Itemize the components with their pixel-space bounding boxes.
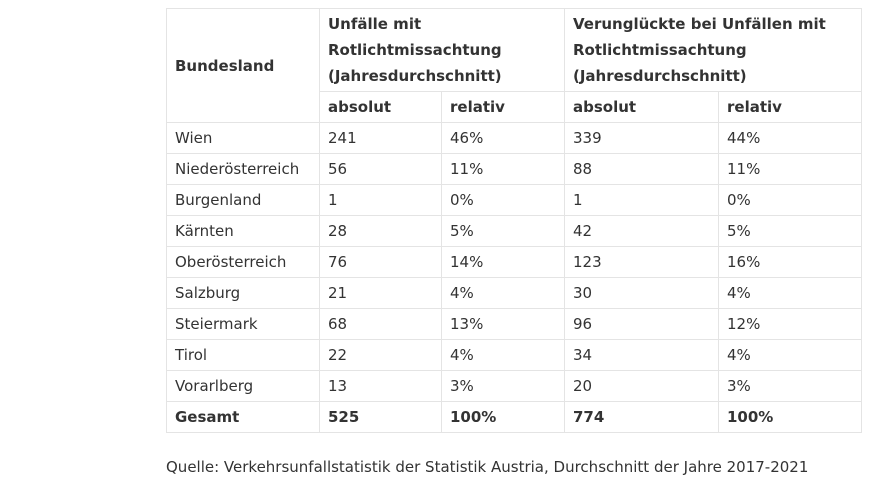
data-row: Burgenland 1 0% 1 0%: [166, 184, 862, 216]
value-cell: 42: [564, 215, 719, 247]
data-table: Bundesland Unfälle mit Rotlichtmissachtung…: [166, 8, 862, 433]
data-row: Vorarlberg 13 3% 20 3%: [166, 370, 862, 402]
data-row: Tirol 22 4% 34 4%: [166, 339, 862, 371]
value-cell: 5%: [441, 215, 565, 247]
value-cell: 34: [564, 339, 719, 371]
region-cell: Vorarlberg: [166, 370, 320, 402]
region-cell: Oberösterreich: [166, 246, 320, 278]
value-cell: 339: [564, 122, 719, 154]
total-cell: 100%: [441, 401, 565, 433]
group-header: Verunglückte bei Unfällen mit Rotlichtmis…: [564, 8, 862, 92]
data-row: Steiermark 68 13% 96 12%: [166, 308, 862, 340]
data-row: Niederösterreich 56 11% 88 11%: [166, 153, 862, 185]
value-cell: 4%: [718, 277, 862, 309]
value-cell: 241: [319, 122, 442, 154]
data-row: Wien 241 46% 339 44%: [166, 122, 862, 154]
value-cell: 4%: [441, 339, 565, 371]
subheader-cell: absolut: [564, 91, 719, 123]
value-cell: 11%: [441, 153, 565, 185]
value-cell: 3%: [441, 370, 565, 402]
value-cell: 20: [564, 370, 719, 402]
group-title-line: Rotlichtmissachtung: [573, 41, 747, 59]
value-cell: 56: [319, 153, 442, 185]
region-cell: Burgenland: [166, 184, 320, 216]
total-cell: 100%: [718, 401, 862, 433]
region-cell: Kärnten: [166, 215, 320, 247]
value-cell: 0%: [718, 184, 862, 216]
value-cell: 76: [319, 246, 442, 278]
group-header: Unfälle mit Rotlichtmissachtung (Jahresdur…: [319, 8, 565, 92]
total-cell: Gesamt: [166, 401, 320, 433]
value-cell: 30: [564, 277, 719, 309]
value-cell: 13: [319, 370, 442, 402]
value-cell: 16%: [718, 246, 862, 278]
region-cell: Wien: [166, 122, 320, 154]
data-row: Kärnten 28 5% 42 5%: [166, 215, 862, 247]
value-cell: 13%: [441, 308, 565, 340]
group-title-line: Unfälle mit: [328, 15, 422, 33]
value-cell: 0%: [441, 184, 565, 216]
region-cell: Niederösterreich: [166, 153, 320, 185]
value-cell: 4%: [718, 339, 862, 371]
data-row: Salzburg 21 4% 30 4%: [166, 277, 862, 309]
value-cell: 46%: [441, 122, 565, 154]
value-cell: 28: [319, 215, 442, 247]
total-cell: 525: [319, 401, 442, 433]
header-row: Bundesland Unfälle mit Rotlichtmissachtung…: [166, 8, 862, 123]
subheader-cell: absolut: [319, 91, 442, 123]
value-cell: 11%: [718, 153, 862, 185]
value-cell: 96: [564, 308, 719, 340]
group-title-line: Verunglückte bei Unfällen mit: [573, 15, 826, 33]
source-note: Quelle: Verkehrsunfallstatistik der Stat…: [166, 458, 809, 476]
region-cell: Steiermark: [166, 308, 320, 340]
group-title-line: (Jahresdurchschnitt): [328, 67, 502, 85]
value-cell: 44%: [718, 122, 862, 154]
header-cell: Bundesland: [166, 8, 320, 123]
value-cell: 88: [564, 153, 719, 185]
total-row: Gesamt 525 100% 774 100%: [166, 401, 862, 433]
subheader-cell: relativ: [718, 91, 862, 123]
value-cell: 4%: [441, 277, 565, 309]
value-cell: 1: [564, 184, 719, 216]
value-cell: 68: [319, 308, 442, 340]
value-cell: 21: [319, 277, 442, 309]
subheader-row: absolut relativ absolut relativ: [167, 91, 862, 123]
total-cell: 774: [564, 401, 719, 433]
group-title-line: (Jahresdurchschnitt): [573, 67, 747, 85]
region-cell: Tirol: [166, 339, 320, 371]
value-cell: 5%: [718, 215, 862, 247]
value-cell: 123: [564, 246, 719, 278]
subheader-cell: relativ: [441, 91, 565, 123]
value-cell: 3%: [718, 370, 862, 402]
value-cell: 12%: [718, 308, 862, 340]
value-cell: 1: [319, 184, 442, 216]
data-row: Oberösterreich 76 14% 123 16%: [166, 246, 862, 278]
value-cell: 22: [319, 339, 442, 371]
region-cell: Salzburg: [166, 277, 320, 309]
group-title-line: Rotlichtmissachtung: [328, 41, 502, 59]
value-cell: 14%: [441, 246, 565, 278]
